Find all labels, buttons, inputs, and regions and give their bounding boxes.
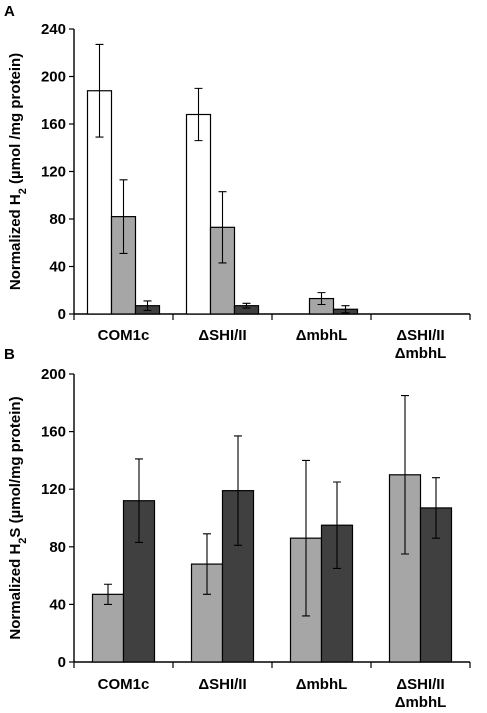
x-category-label: ΔmbhL	[296, 327, 348, 344]
x-category-label: ΔSHI/II	[198, 327, 246, 344]
error-bar	[135, 458, 143, 544]
y-tick-label: 120	[41, 164, 66, 181]
x-category-label: COM1c	[98, 676, 150, 693]
error-bar	[119, 179, 128, 254]
panel-a: A 0 40 80 120 160 200 240 Normalized H2 (µmol /m…	[4, 3, 471, 362]
error-bar	[242, 302, 251, 309]
x-category-label: ΔmbhL	[296, 676, 348, 693]
bar	[110, 216, 137, 315]
y-tick-label: 120	[41, 481, 66, 498]
error-bar	[432, 477, 440, 539]
y-tick-label: 40	[49, 596, 66, 613]
y-tick-label: 80	[49, 539, 66, 556]
error-bar	[341, 305, 350, 314]
y-tick-label: 160	[41, 116, 66, 133]
error-bar	[194, 87, 203, 142]
error-bar	[104, 583, 112, 605]
y-tick-label: 200	[41, 366, 66, 383]
y-tick-label: 240	[41, 21, 66, 38]
error-bar	[302, 459, 310, 617]
y-tick-label: 0	[58, 306, 66, 323]
y-tick-label: 200	[41, 69, 66, 86]
error-bar	[95, 43, 104, 138]
y-tick-label: 40	[49, 259, 66, 276]
y-axis-label: Normalized H2 (µmol /mg protein)	[7, 53, 29, 290]
error-bar	[143, 300, 152, 311]
y-tick-label: 0	[58, 654, 66, 671]
error-bar	[333, 481, 341, 569]
y-axis-label: Normalized H2S (µmol/mg protein)	[7, 396, 29, 639]
x-category-label: ΔmbhL	[395, 694, 447, 711]
bar	[86, 90, 113, 315]
panel-letter: A	[4, 3, 15, 20]
x-category-label: ΔSHI/II	[396, 327, 444, 344]
y-tick-label: 80	[49, 211, 66, 228]
y-tick-label: 160	[41, 424, 66, 441]
error-bar	[234, 435, 242, 546]
error-bar	[218, 191, 227, 264]
x-category-label: COM1c	[98, 327, 150, 344]
panel-b: B 0 40 80 120 160 200 Normalized H2S (µmol/mg p…	[4, 346, 471, 711]
error-bar	[203, 533, 211, 595]
x-category-label: ΔSHI/II	[198, 676, 246, 693]
x-category-label: ΔSHI/II	[396, 676, 444, 693]
bar	[91, 593, 125, 663]
error-bar	[317, 292, 326, 306]
panel-letter: B	[4, 346, 15, 363]
error-bar	[401, 395, 409, 555]
x-category-label: ΔmbhL	[395, 345, 447, 362]
bar	[185, 113, 212, 315]
